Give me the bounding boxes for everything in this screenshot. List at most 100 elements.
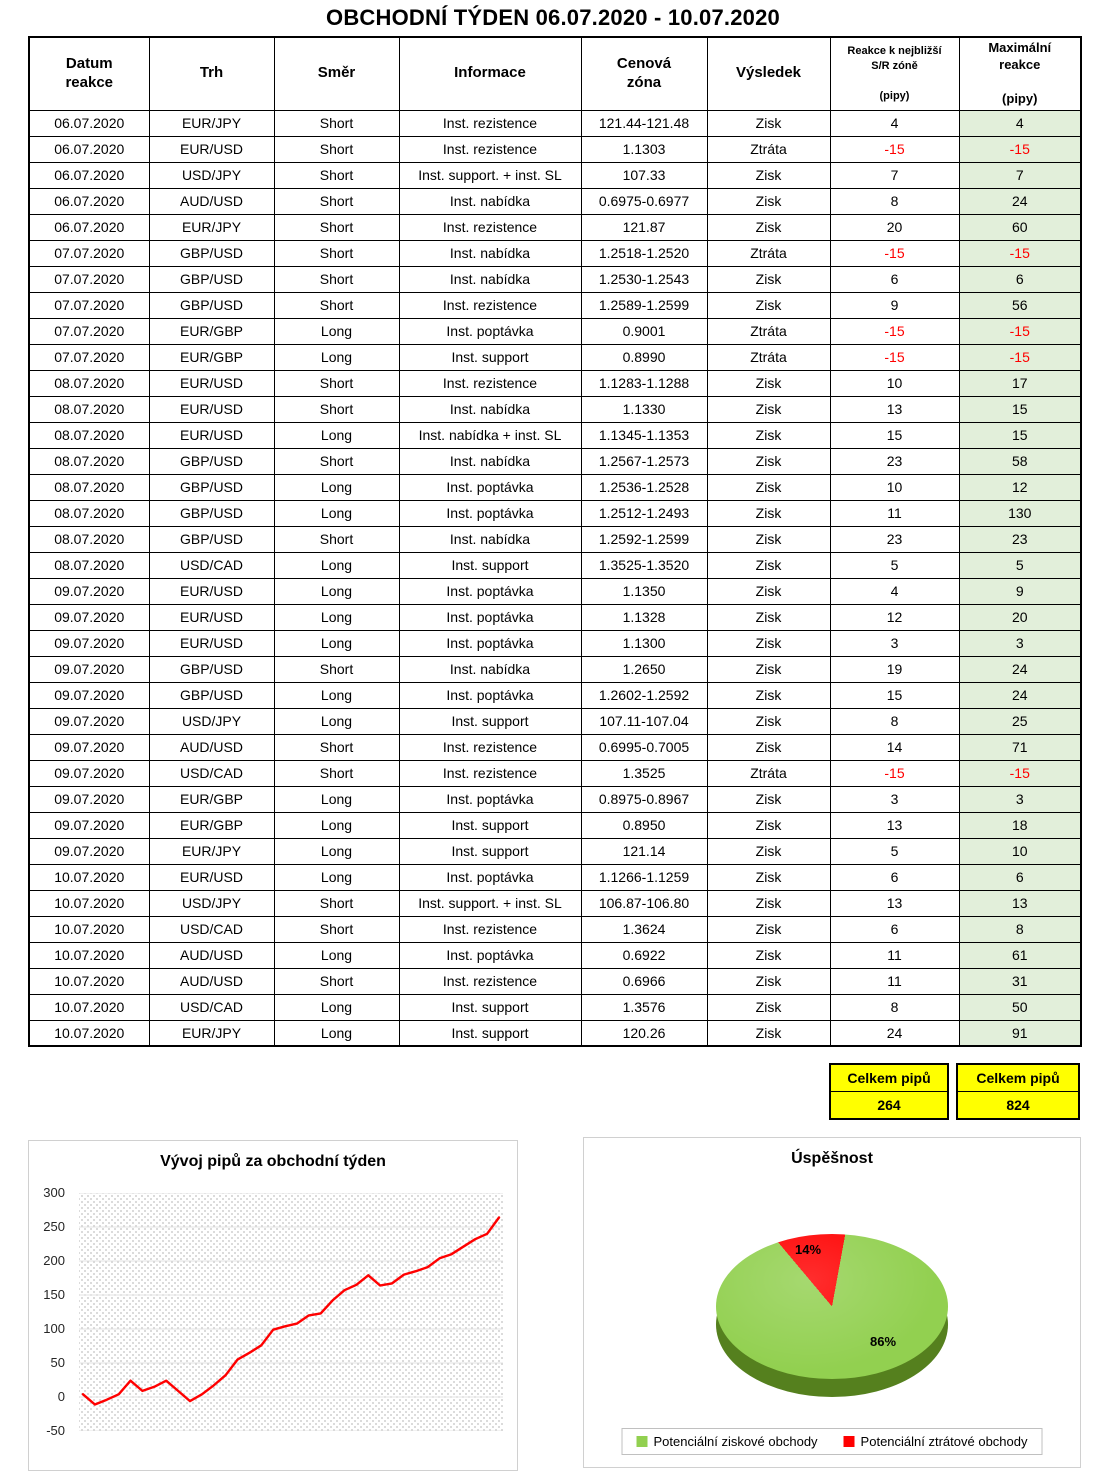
cell-reaction-pips: 23 [829,447,960,475]
cell-direction: Short [273,733,400,761]
cell-date: 06.07.2020 [28,135,150,163]
cell-max-reaction-pips: 4 [958,109,1082,137]
cell-market: EUR/JPY [148,213,275,241]
cell-market: EUR/JPY [148,837,275,865]
pie-chart: Úspěšnost 14% 86% Potenciální ziskové ob… [583,1137,1081,1468]
cell-max-reaction-pips: 60 [958,213,1082,241]
cell-market: AUD/USD [148,941,275,969]
table-row: 07.07.2020 EUR/GBP Long Inst. support 0.8990… [28,343,1082,371]
cell-reaction-pips: 3 [829,785,960,813]
cell-date: 10.07.2020 [28,967,150,995]
cell-market: EUR/GBP [148,343,275,371]
cell-zone: 1.1350 [580,577,708,605]
cell-date: 09.07.2020 [28,707,150,735]
cell-market: EUR/USD [148,577,275,605]
cell-market: USD/CAD [148,551,275,579]
cell-direction: Short [273,187,400,215]
col-header-info: Informace [398,36,582,111]
cell-reaction-pips: 9 [829,291,960,319]
cell-market: USD/CAD [148,915,275,943]
cell-market: EUR/GBP [148,317,275,345]
cell-reaction-pips: 6 [829,915,960,943]
cell-date: 08.07.2020 [28,395,150,423]
cell-max-reaction-pips: 24 [958,655,1082,683]
cell-reaction-pips: 13 [829,811,960,839]
pie-data-label-win: 86% [870,1334,897,1349]
cell-market: EUR/USD [148,863,275,891]
table-row: 07.07.2020 GBP/USD Short Inst. nabídka 1.251… [28,239,1082,267]
cell-direction: Long [273,421,400,449]
cell-max-reaction-pips: -15 [958,343,1082,371]
cell-max-reaction-pips: 15 [958,421,1082,449]
col-header-market: Trh [148,36,275,111]
pie-legend: Potenciální ziskové obchody Potenciální z… [621,1428,1043,1455]
cell-max-reaction-pips: 8 [958,915,1082,943]
cell-market: EUR/GBP [148,785,275,813]
cell-info: Inst. support [398,707,582,735]
cell-reaction-pips: 5 [829,837,960,865]
cell-info: Inst. rezistence [398,213,582,241]
cell-zone: 1.1300 [580,629,708,657]
cell-reaction-pips: 8 [829,187,960,215]
y-tick-label: 0 [57,1389,65,1404]
cell-market: AUD/USD [148,967,275,995]
cell-info: Inst. nabídka [398,447,582,475]
cell-reaction-pips: 5 [829,551,960,579]
cell-result: Zisk [706,629,831,657]
legend-label: Potenciální ztrátové obchody [860,1434,1028,1449]
cell-direction: Long [273,993,400,1021]
cell-market: EUR/USD [148,603,275,631]
cell-info: Inst. nabídka + inst. SL [398,421,582,449]
cell-direction: Long [273,473,400,501]
cell-max-reaction-pips: 12 [958,473,1082,501]
cell-direction: Short [273,291,400,319]
cell-market: USD/JPY [148,707,275,735]
cell-zone: 0.8975-0.8967 [580,785,708,813]
cell-max-reaction-pips: 58 [958,447,1082,475]
pie-slices [716,1234,948,1379]
col-header-direction: Směr [273,36,400,111]
table-row: 08.07.2020 GBP/USD Long Inst. poptávka 1.253… [28,473,1082,501]
cell-info: Inst. support [398,811,582,839]
y-tick-label: 200 [43,1253,65,1268]
cell-date: 08.07.2020 [28,499,150,527]
table-row: 08.07.2020 GBP/USD Long Inst. poptávka 1.251… [28,499,1082,527]
cell-market: EUR/GBP [148,811,275,839]
cell-info: Inst. poptávka [398,603,582,631]
table-row: 09.07.2020 EUR/USD Long Inst. poptávka 1.135… [28,577,1082,605]
cell-reaction-pips: -15 [829,317,960,345]
table-row: 06.07.2020 AUD/USD Short Inst. nabídka 0.697… [28,187,1082,215]
cell-date: 10.07.2020 [28,993,150,1021]
legend-label: Potenciální ziskové obchody [653,1434,818,1449]
line-chart: Vývoj pipů za obchodní týden 300 250 200 15… [28,1140,518,1471]
cell-result: Zisk [706,863,831,891]
cell-result: Ztráta [706,135,831,163]
cell-info: Inst. nabídka [398,525,582,553]
table-row: 09.07.2020 USD/JPY Long Inst. support 107.11… [28,707,1082,735]
cell-max-reaction-pips: 13 [958,889,1082,917]
cell-zone: 1.3624 [580,915,708,943]
cell-date: 08.07.2020 [28,421,150,449]
y-tick-label: 300 [43,1185,65,1200]
cell-zone: 0.6975-0.6977 [580,187,708,215]
cell-zone: 1.2536-1.2528 [580,473,708,501]
cell-zone: 0.8990 [580,343,708,371]
cell-info: Inst. support. + inst. SL [398,889,582,917]
line-series-svg [79,1193,503,1431]
cell-zone: 0.6995-0.7005 [580,733,708,761]
pie-data-label-loss: 14% [795,1242,822,1257]
cell-date: 09.07.2020 [28,681,150,709]
table-header-row: Datum reakce Trh Směr Informace Cenová z… [28,36,1082,111]
table-row: 08.07.2020 GBP/USD Short Inst. nabídka 1.259… [28,525,1082,553]
cell-info: Inst. support. + inst. SL [398,161,582,189]
cell-zone: 1.3576 [580,993,708,1021]
cell-info: Inst. nabídka [398,239,582,267]
table-row: 09.07.2020 EUR/GBP Long Inst. support 0.8950… [28,811,1082,839]
cell-zone: 1.2650 [580,655,708,683]
cell-date: 10.07.2020 [28,889,150,917]
cell-result: Zisk [706,941,831,969]
cell-info: Inst. support [398,837,582,865]
cell-date: 07.07.2020 [28,343,150,371]
table-row: 09.07.2020 EUR/JPY Long Inst. support 121.14… [28,837,1082,865]
cell-max-reaction-pips: 25 [958,707,1082,735]
